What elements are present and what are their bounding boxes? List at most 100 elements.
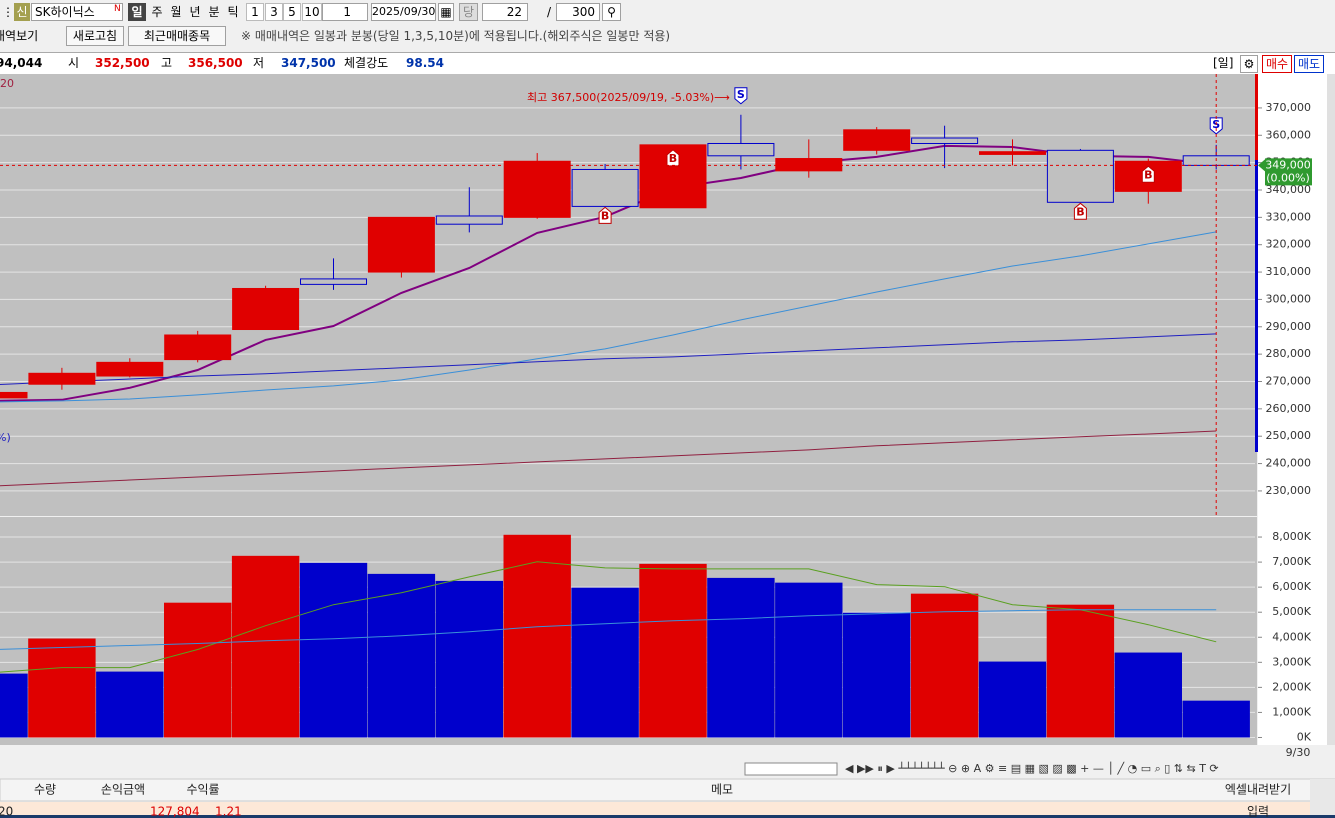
trade-marker-label: B: [669, 152, 677, 165]
scrollbar[interactable]: [1327, 74, 1335, 745]
settings-button[interactable]: ⚙: [1240, 55, 1258, 73]
zoom-button[interactable]: ⚲: [602, 3, 621, 21]
period-tab[interactable]: 월: [170, 5, 182, 19]
y-tick-label: 280,000: [1266, 347, 1312, 360]
table-row: [0, 802, 1310, 818]
table-header: [0, 778, 1335, 802]
volume-bar: [1046, 604, 1115, 738]
volume-bar: [164, 602, 232, 738]
sell-button[interactable]: 매도: [1294, 55, 1324, 73]
volume-bar: [1182, 700, 1250, 738]
period-tab[interactable]: 년: [189, 5, 201, 19]
candle-body: [0, 391, 28, 399]
candle-body: [775, 158, 843, 172]
count-input[interactable]: 22: [482, 3, 528, 21]
moving-average: [0, 333, 1217, 386]
quote-label: 시: [68, 56, 80, 70]
trade-marker-label: S: [737, 88, 745, 101]
moving-average: [0, 231, 1217, 403]
y-tick-label: 320,000: [1266, 238, 1312, 251]
volume-bar: [367, 573, 436, 738]
quote-bar: [0, 52, 1335, 75]
trade-marker: [666, 149, 680, 167]
stock-input[interactable]: SK하이닉스: [31, 3, 123, 21]
period-tab[interactable]: 분: [208, 5, 220, 19]
toolbar-icons[interactable]: ◀ ▶▶ ⏸ ▶ ┴┴┴┴┴┴┴ ⊖ ⊕ A ⚙ ≡ ▤ ▦ ▧ ▨ ▩ + —…: [845, 761, 1219, 775]
trade-marker: [1209, 117, 1223, 135]
table-scrollbar[interactable]: [1310, 779, 1335, 818]
calendar-button[interactable]: ▦: [438, 3, 454, 21]
last-price-label: 349,000: [1265, 158, 1311, 171]
legend-fragment: 20: [0, 77, 14, 90]
period-label: [일]: [1213, 56, 1234, 70]
range-bar: [1255, 74, 1258, 160]
date-input[interactable]: 2025/09/30: [371, 3, 436, 21]
scroll-track[interactable]: [744, 762, 838, 776]
buy-button[interactable]: 매수: [1262, 55, 1292, 73]
y-tick-label: 5,000K: [1272, 605, 1311, 618]
quote-strength: 98.54: [406, 56, 444, 70]
y-tick-label: 300,000: [1266, 292, 1312, 305]
y-tick-label: 360,000: [1266, 128, 1312, 141]
table-cell: 127,804: [150, 805, 200, 818]
minute-tab[interactable]: 3: [265, 3, 283, 21]
table-cell: 입력: [1247, 805, 1269, 818]
volume-bar: [435, 580, 503, 738]
period-tab[interactable]: 틱: [227, 5, 239, 19]
axis-panel: [1258, 74, 1327, 745]
total-input[interactable]: 300: [556, 3, 600, 21]
trade-marker: [598, 206, 612, 224]
volume-bar: [28, 638, 96, 738]
minute-tab[interactable]: 5: [283, 3, 301, 21]
chart-toolbar: [0, 761, 1327, 777]
quote-label: 저: [253, 56, 265, 70]
quote-label: 체결강도: [344, 56, 389, 70]
quote-high: 356,500: [188, 56, 243, 70]
y-tick-label: 7,000K: [1272, 555, 1311, 568]
candle-body: [843, 129, 911, 151]
badge[interactable]: 신: [14, 3, 30, 21]
today-button[interactable]: 당: [459, 3, 478, 21]
y-tick-label: 3,000K: [1272, 655, 1311, 668]
menu-dots[interactable]: ⋮: [2, 5, 14, 19]
y-tick-label: 270,000: [1266, 374, 1312, 387]
candle-body: [232, 287, 300, 331]
volume-bar: [910, 593, 979, 738]
trade-marker-label: B: [1076, 205, 1084, 218]
volume-bar: [775, 582, 843, 738]
table-cell: 20: [0, 805, 13, 818]
candle-body: [164, 334, 232, 361]
last-price-pointer: [1258, 159, 1265, 172]
volume-bar: [96, 671, 164, 738]
trade-marker: [1141, 165, 1155, 183]
minute-tab[interactable]: 1: [246, 3, 264, 21]
stock-flag: N: [114, 4, 121, 14]
interval-input[interactable]: 1: [322, 3, 368, 21]
y-tick-label: 230,000: [1266, 484, 1312, 497]
volume-bar: [843, 612, 911, 738]
y-tick-label: 260,000: [1266, 402, 1312, 415]
y-tick-label: 0K: [1297, 730, 1312, 743]
volume-bar: [707, 577, 775, 738]
candle-body: [707, 142, 775, 157]
recent-button[interactable]: 최근매매종목: [128, 26, 226, 46]
y-tick-label: 1,000K: [1272, 705, 1311, 718]
candle-body: [979, 151, 1046, 155]
minute-tab[interactable]: 10: [302, 3, 322, 21]
table-header-cell: 메모: [711, 783, 733, 797]
period-tab[interactable]: 일: [128, 3, 146, 21]
trade-marker-label: B: [1144, 168, 1152, 181]
y-tick-label: 240,000: [1266, 457, 1312, 470]
y-tick-label: 330,000: [1266, 210, 1312, 223]
quote-prev: 94,044: [0, 56, 43, 70]
history-label[interactable]: 내역보기: [0, 29, 39, 43]
taskbar: [0, 815, 1335, 818]
moving-average: [0, 561, 1217, 673]
plot-area: BBSBBS최고 367,500(2025/09/19, -5.03%)⟶20%…: [0, 74, 1257, 738]
candle-body: [435, 215, 503, 225]
period-tab[interactable]: 주: [151, 5, 163, 19]
refresh-button[interactable]: 새로고침: [66, 26, 124, 46]
note: ※ 매매내역은 일봉과 분봉(당일 1,3,5,10분)에 적용됩니다.(해외주…: [241, 29, 671, 43]
candle-body: [96, 361, 164, 377]
table-header-cell: 엑셀내려받기: [1225, 783, 1291, 797]
